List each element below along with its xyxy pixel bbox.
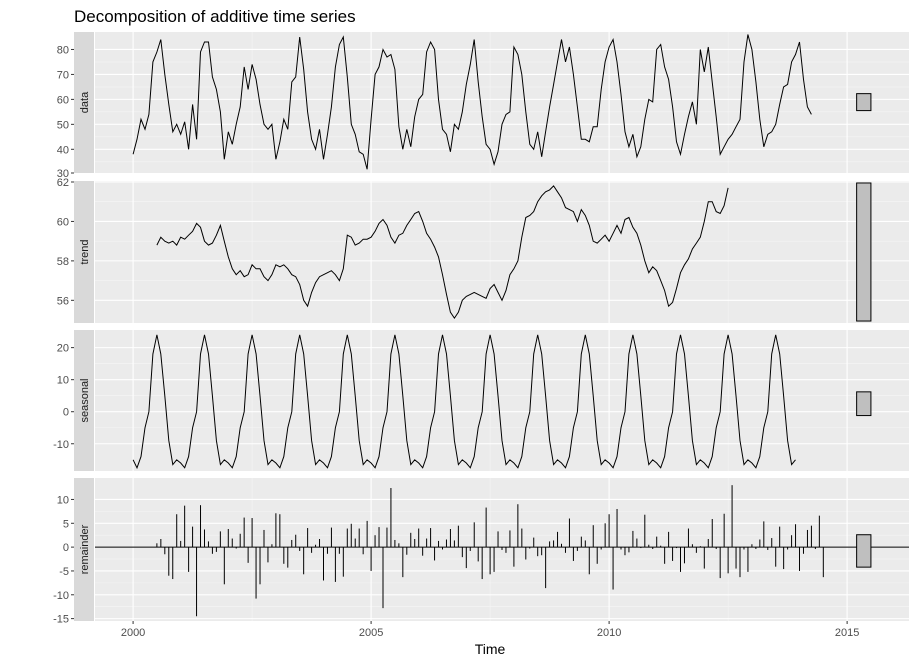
strip-trend <box>74 181 94 323</box>
x-tick-label: 2000 <box>121 627 145 639</box>
panel-trend: trend 56 58 60 62 <box>57 177 909 323</box>
x-tick-label: 2015 <box>835 627 859 639</box>
y-tick-label: 56 <box>57 295 69 307</box>
range-bar-seasonal <box>856 391 872 417</box>
strip-seasonal <box>74 330 94 471</box>
series-line-data <box>132 34 812 170</box>
series-line-seasonal <box>132 334 796 470</box>
panel-bg-data <box>95 32 909 173</box>
strip-label-trend: trend <box>79 239 91 264</box>
x-tick-label: 2005 <box>359 627 383 639</box>
y-tick-label: -10 <box>53 590 69 602</box>
facet-panels: data304050607080trend56586062seasonal-10… <box>53 32 909 626</box>
x-axis-title: Time <box>475 641 506 657</box>
y-tick-label: 50 <box>57 119 69 131</box>
y-tick-label: 58 <box>57 256 69 268</box>
strip-label-data: data <box>79 91 91 113</box>
panel-remainder: remainder -15 -10 -5 0 5 10 <box>53 478 909 626</box>
x-axis: 2000 2005 2010 2015 <box>121 621 859 639</box>
x-tick-label: 2010 <box>597 627 621 639</box>
y-tick-label: 70 <box>57 69 69 81</box>
range-bar-data <box>856 93 872 112</box>
strip-label-seasonal: seasonal <box>79 378 91 422</box>
y-tick-label: 10 <box>57 494 69 506</box>
y-tick-label: 60 <box>57 94 69 106</box>
series-line-trend <box>156 185 729 319</box>
y-tick-label: 30 <box>57 168 69 180</box>
panel-bg-seasonal <box>95 330 909 471</box>
y-tick-label: 20 <box>57 343 69 355</box>
strip-remainder <box>74 478 94 621</box>
panel-bg-trend <box>95 181 909 323</box>
y-tick-label: 5 <box>63 518 69 530</box>
y-tick-label: 80 <box>57 44 69 56</box>
y-tick-label: 62 <box>57 177 69 189</box>
strip-data <box>74 32 94 173</box>
y-tick-label: -15 <box>53 614 69 626</box>
y-tick-label: -5 <box>59 566 69 578</box>
range-bar-remainder <box>856 534 872 568</box>
y-tick-label: 60 <box>57 216 69 228</box>
y-tick-label: -10 <box>53 439 69 451</box>
panel-data: data 30 40 50 60 70 80 <box>57 32 909 180</box>
y-tick-label: 40 <box>57 144 69 156</box>
chart-title: Decomposition of additive time series <box>74 7 356 26</box>
strip-label-remainder: remainder <box>79 524 91 574</box>
panel-seasonal: seasonal -10 0 10 20 <box>53 330 909 471</box>
range-bar-trend <box>856 182 872 322</box>
y-tick-label: 10 <box>57 375 69 387</box>
y-tick-label: 0 <box>63 407 69 419</box>
y-tick-label: 0 <box>63 542 69 554</box>
